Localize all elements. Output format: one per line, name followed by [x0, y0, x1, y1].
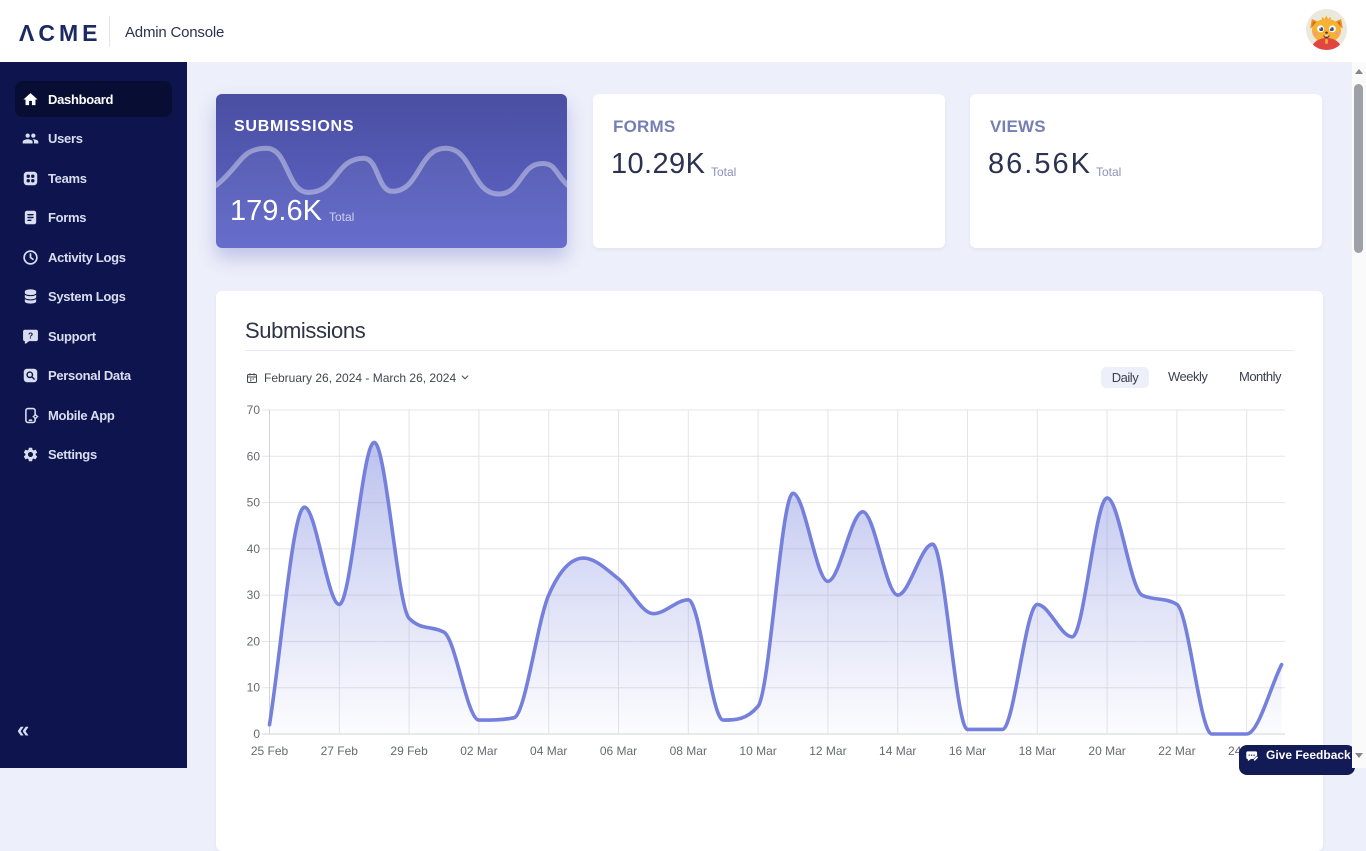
- svg-text:22 Mar: 22 Mar: [1158, 744, 1195, 758]
- svg-text:06 Mar: 06 Mar: [600, 744, 637, 758]
- svg-text:12 Mar: 12 Mar: [809, 744, 846, 758]
- svg-text:27 Feb: 27 Feb: [321, 744, 359, 758]
- svg-text:29 Feb: 29 Feb: [390, 744, 428, 758]
- svg-text:?: ?: [28, 330, 33, 340]
- svg-text:02 Mar: 02 Mar: [460, 744, 497, 758]
- svg-text:20: 20: [247, 634, 261, 648]
- svg-text:16 Mar: 16 Mar: [949, 744, 986, 758]
- svg-text:18 Mar: 18 Mar: [1019, 744, 1056, 758]
- svg-text:10: 10: [247, 681, 261, 695]
- svg-text:40: 40: [247, 542, 261, 556]
- svg-text:20 Mar: 20 Mar: [1088, 744, 1125, 758]
- svg-text:70: 70: [247, 403, 261, 417]
- svg-text:14 Mar: 14 Mar: [879, 744, 916, 758]
- svg-text:25 Feb: 25 Feb: [251, 744, 289, 758]
- svg-text:04 Mar: 04 Mar: [530, 744, 567, 758]
- svg-text:10 Mar: 10 Mar: [739, 744, 776, 758]
- svg-text:0: 0: [253, 727, 260, 741]
- svg-text:50: 50: [247, 496, 261, 510]
- svg-text:60: 60: [247, 449, 261, 463]
- svg-text:30: 30: [247, 588, 261, 602]
- svg-text:08 Mar: 08 Mar: [670, 744, 707, 758]
